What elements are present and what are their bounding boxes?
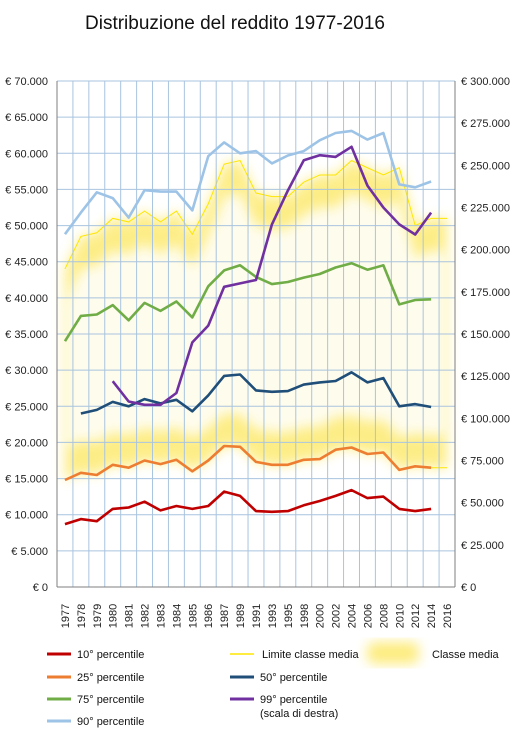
x-tick-label: 2004 (347, 604, 359, 628)
y-left-tick-label: € 20.000 (5, 437, 48, 449)
x-tick-label: 1978 (76, 604, 88, 628)
legend-label: 25° percentile (77, 672, 144, 684)
y-right-tick-label: € 300.000 (461, 76, 510, 88)
x-tick-label: 1989 (235, 604, 247, 628)
x-tick-label: 2000 (315, 604, 327, 628)
y-left-tick-label: € 0 (33, 582, 48, 594)
x-tick-label: 2012 (410, 604, 422, 628)
y-left-tick-label: € 50.000 (5, 221, 48, 233)
x-tick-label: 1983 (155, 604, 167, 628)
legend-label: 50° percentile (260, 672, 327, 684)
x-tick-label: 1995 (283, 604, 295, 628)
y-right-tick-label: € 0 (461, 582, 476, 594)
series-99-percentile-line (111, 145, 433, 407)
legend-label: 10° percentile (77, 649, 144, 661)
x-tick-label: 1991 (251, 604, 263, 628)
x-tick-label: 2010 (394, 604, 406, 628)
x-tick-label: 1977 (60, 604, 72, 628)
y-right-tick-label: € 200.000 (461, 245, 510, 257)
y-left-tick-label: € 25.000 (5, 401, 48, 413)
legend-swatch-band (367, 642, 419, 664)
x-tick-label: 1998 (299, 604, 311, 628)
series-25-percentile-line (64, 444, 432, 482)
y-right-tick-label: € 150.000 (461, 329, 510, 341)
y-right-tick-label: € 50.000 (461, 498, 504, 510)
x-tick-label: 1979 (92, 604, 104, 628)
legend-label: Classe media (432, 649, 500, 661)
y-left-tick-label: € 60.000 (5, 148, 48, 160)
y-right-tick-label: € 225.000 (461, 203, 510, 215)
x-tick-label: 2006 (362, 604, 374, 628)
y-left-tick-label: € 70.000 (5, 76, 48, 88)
y-left-tick-label: € 30.000 (5, 365, 48, 377)
middle-class-band-inner (64, 193, 448, 448)
x-tick-label: 1985 (187, 604, 199, 628)
legend-label: 90° percentile (77, 716, 144, 728)
middle-class-upper-limit (64, 159, 448, 270)
x-tick-label: 2016 (442, 604, 454, 628)
legend-label: (scala di destra) (260, 708, 338, 720)
x-tick-label: 2008 (378, 604, 390, 628)
series-90-percentile-line (63, 129, 432, 235)
y-right-tick-label: € 125.000 (461, 371, 510, 383)
y-left-tick-label: € 40.000 (5, 293, 48, 305)
y-left-tick-label: € 15.000 (5, 474, 48, 486)
x-tick-label: 2014 (426, 604, 438, 628)
legend-label: Limite classe media (262, 649, 359, 661)
y-left-tick-label: € 65.000 (5, 112, 48, 124)
y-left-tick-label: € 10.000 (5, 510, 48, 522)
y-left-tick-label: € 55.000 (5, 184, 48, 196)
x-tick-label: 1987 (219, 604, 231, 628)
x-tick-label: 1982 (140, 604, 152, 628)
legend-label: 99° percentile (260, 694, 327, 706)
series-75-percentile-line (63, 261, 432, 342)
y-right-tick-label: € 100.000 (461, 413, 510, 425)
x-tick-label: 1981 (124, 604, 136, 628)
series-50-percentile-line (80, 370, 432, 415)
y-right-tick-label: € 75.000 (461, 456, 504, 468)
y-left-tick-label: € 35.000 (5, 329, 48, 341)
y-right-tick-label: € 25.000 (461, 540, 504, 552)
x-tick-label: 1980 (108, 604, 120, 628)
x-tick-label: 1993 (267, 604, 279, 628)
y-right-tick-label: € 175.000 (461, 287, 510, 299)
legend-label: 75° percentile (77, 694, 144, 706)
chart-title: Distribuzione del reddito 1977-2016 (85, 13, 385, 34)
x-tick-label: 2002 (331, 604, 343, 628)
y-right-tick-label: € 275.000 (461, 118, 510, 130)
series-10-percentile-line (64, 488, 432, 526)
x-tick-label: 1984 (171, 604, 183, 628)
y-left-tick-label: € 5.000 (11, 546, 48, 558)
y-left-tick-label: € 45.000 (5, 257, 48, 269)
y-right-tick-label: € 250.000 (461, 160, 510, 172)
x-tick-label: 1986 (203, 604, 215, 628)
